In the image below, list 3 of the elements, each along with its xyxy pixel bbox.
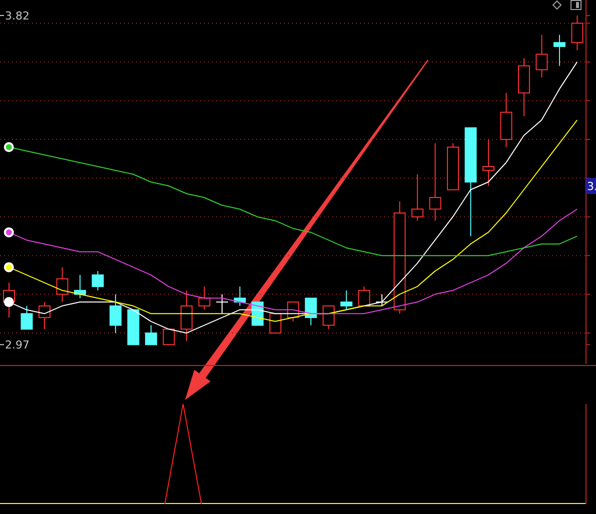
y-tick-label: 2.97	[5, 338, 30, 352]
y-tick-label: 3.82	[5, 9, 30, 22]
text: 3.	[587, 180, 596, 193]
